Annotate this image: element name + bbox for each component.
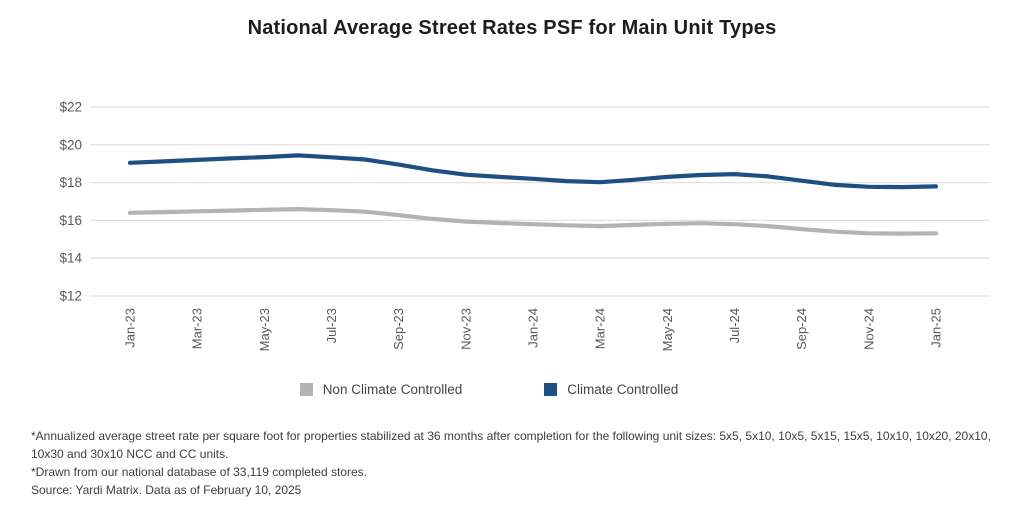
x-tick-label: Jul-24 (727, 308, 742, 343)
legend-label: Climate Controlled (567, 382, 679, 397)
x-tick-label: Mar-24 (593, 308, 608, 349)
footnote-source: Source: Yardi Matrix. Data as of Februar… (31, 483, 302, 497)
footnotes: *Annualized average street rate per squa… (31, 427, 997, 499)
legend-swatch-climate-controlled (544, 383, 558, 396)
legend-label: Non Climate Controlled (322, 382, 463, 397)
legend-swatch-non-climate-controlled (299, 383, 313, 396)
y-tick-label: $22 (59, 100, 82, 115)
chart-title: National Average Street Rates PSF for Ma… (247, 17, 777, 39)
x-tick-label: May-24 (660, 308, 675, 351)
legend-item-non-climate-controlled: Non Climate Controlled (299, 382, 463, 397)
footnote-database: *Drawn from our national database of 33,… (31, 465, 367, 479)
x-tick-label: May-23 (257, 308, 272, 351)
x-tick-label: Jan-24 (526, 308, 541, 348)
x-tick-label: Jan-23 (123, 308, 138, 348)
x-tick-label: Nov-23 (458, 308, 473, 350)
y-tick-label: $14 (59, 251, 82, 266)
x-tick-label: Nov-24 (861, 308, 876, 350)
x-tick-label: Sep-24 (794, 308, 809, 350)
x-tick-label: Sep-23 (391, 308, 406, 350)
line-chart: $12 $14 $16 $18 $20 $22 Jan-23 Mar-23 May-23 Jul-… (59, 100, 990, 351)
series-line-climate-controlled (127, 153, 939, 190)
y-tick-label: $20 (59, 137, 82, 152)
y-tick-label: $18 (59, 175, 82, 190)
x-tick-label: Mar-23 (190, 308, 205, 349)
series-line-non-climate-controlled (127, 207, 939, 236)
legend: Non Climate Controlled Climate Controlled (0, 382, 1024, 397)
x-tick-label: Jan-25 (929, 308, 944, 348)
legend-item-climate-controlled: Climate Controlled (544, 382, 678, 397)
x-tick-label: Jul-23 (324, 308, 339, 343)
y-tick-label: $16 (59, 213, 82, 228)
footnote-unit-sizes: *Annualized average street rate per squa… (31, 429, 991, 461)
y-tick-label: $12 (59, 289, 82, 304)
